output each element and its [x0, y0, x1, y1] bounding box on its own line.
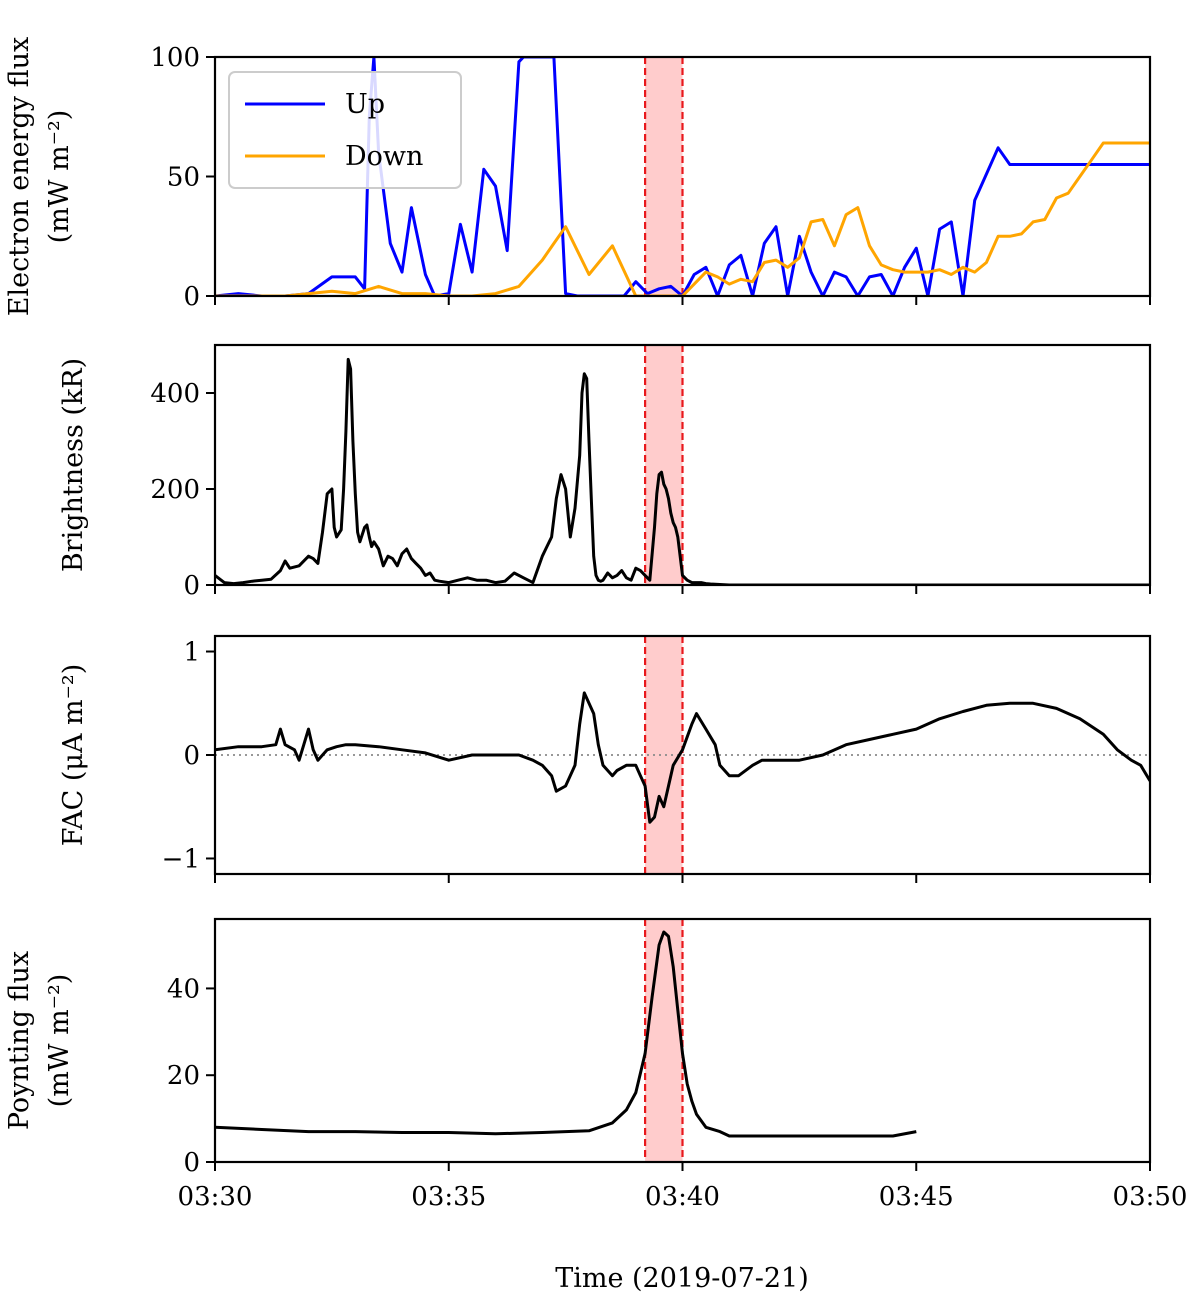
y-axis-label: (mW m⁻²)	[44, 110, 75, 244]
legend-label-down: Down	[345, 141, 423, 172]
highlight-band	[645, 636, 683, 874]
legend-box	[228, 71, 462, 189]
highlight-band	[645, 345, 683, 585]
x-tick-label: 03:35	[411, 1182, 486, 1212]
series-line-up	[215, 57, 1150, 296]
x-tick-label: 03:40	[645, 1182, 720, 1212]
y-tick-label: −1	[162, 844, 200, 874]
panel-1: 0 50 100 Electron energy flux (mW m⁻²) Up Down	[4, 37, 1152, 316]
panel-4: 0 20 40 03:30 03:35 03:40 03:45 03:50 Poynting f…	[4, 917, 1188, 1212]
x-tick-label: 03:30	[178, 1182, 253, 1212]
y-axis-label: (mW m⁻²)	[44, 974, 75, 1108]
panel-3: −1 0 1 FAC (μA m⁻²)	[58, 634, 1152, 883]
series-line-fac	[215, 691, 1150, 824]
y-tick-label: 0	[183, 741, 200, 771]
y-tick-label: 1	[183, 638, 200, 668]
x-tick-label: 03:45	[879, 1182, 954, 1212]
series-line-poynting	[215, 930, 917, 1138]
y-tick-label: 0	[183, 571, 200, 601]
y-tick-label: 0	[183, 282, 200, 312]
y-tick-label: 0	[183, 1148, 200, 1178]
y-tick-label: 20	[167, 1061, 200, 1091]
panel-2: 0 200 400 Brightness (kR)	[58, 343, 1152, 601]
y-tick-label: 400	[150, 379, 200, 409]
y-axis-label: Brightness (kR)	[58, 358, 89, 572]
highlight-band	[645, 57, 683, 296]
y-axis-label: Poynting flux	[4, 951, 35, 1130]
series-line-down	[215, 141, 1150, 296]
y-tick-label: 40	[167, 974, 200, 1004]
y-axis-label: FAC (μA m⁻²)	[58, 664, 89, 847]
x-axis-label: Time (2019-07-21)	[555, 1263, 809, 1294]
highlight-band	[645, 919, 683, 1162]
y-tick-label: 200	[150, 475, 200, 505]
y-axis-label: Electron energy flux	[4, 37, 35, 316]
y-tick-label: 50	[167, 163, 200, 193]
legend-label-up: Up	[345, 89, 385, 120]
x-tick-label: 03:50	[1113, 1182, 1188, 1212]
series-line-brightness	[215, 357, 1150, 585]
y-tick-label: 100	[150, 43, 200, 73]
